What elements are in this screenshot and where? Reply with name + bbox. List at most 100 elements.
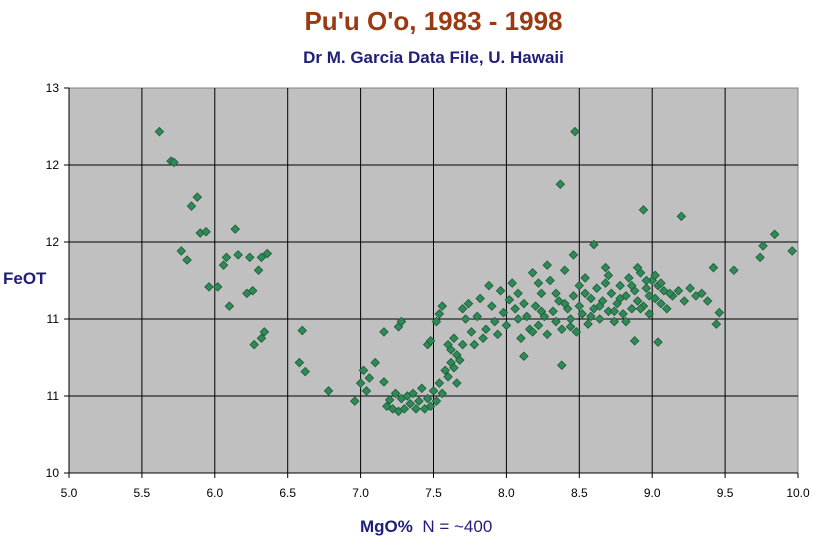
data-point: [542, 260, 552, 270]
data-points: [154, 126, 797, 417]
data-point: [446, 345, 456, 355]
y-tick-label: 12: [46, 158, 60, 172]
data-point: [702, 296, 713, 306]
data-point: [580, 273, 590, 283]
data-point: [262, 248, 273, 259]
data-point: [600, 262, 611, 273]
data-point: [249, 339, 259, 350]
data-point: [224, 301, 235, 311]
data-point: [422, 393, 433, 404]
data-point: [662, 303, 672, 314]
data-point: [454, 355, 465, 365]
data-point: [559, 298, 570, 309]
data-point: [592, 283, 602, 293]
data-point: [656, 298, 666, 309]
data-point: [589, 239, 599, 250]
x-axis-label-main: MgO%: [360, 517, 413, 536]
data-point: [294, 357, 305, 368]
data-point: [600, 278, 611, 288]
data-point: [650, 270, 660, 281]
data-point: [186, 201, 197, 211]
data-point: [370, 357, 380, 368]
data-point: [460, 314, 471, 324]
x-tick-label: 5.0: [61, 486, 78, 500]
data-point: [443, 371, 453, 382]
data-point: [641, 275, 652, 286]
data-point: [629, 336, 640, 346]
data-point: [469, 339, 480, 350]
data-point: [635, 303, 646, 314]
data-point: [182, 255, 192, 265]
data-point: [408, 388, 418, 399]
data-point: [594, 301, 605, 311]
data-point: [609, 306, 620, 317]
data-point: [256, 252, 267, 263]
data-point: [384, 395, 395, 405]
data-point: [379, 377, 389, 387]
data-point: [542, 329, 552, 340]
data-point: [533, 278, 544, 288]
data-point: [247, 286, 258, 296]
data-point: [527, 268, 538, 278]
data-point: [641, 283, 652, 293]
data-point: [487, 301, 497, 311]
data-point: [530, 301, 541, 311]
data-point: [390, 388, 401, 399]
data-point: [574, 280, 585, 291]
data-point: [555, 179, 566, 190]
x-tick-label: 9.0: [644, 486, 661, 500]
data-point: [230, 224, 240, 234]
data-point: [673, 286, 684, 296]
data-point: [510, 303, 520, 314]
data-point: [615, 293, 625, 304]
data-point: [355, 378, 366, 388]
data-point: [551, 288, 561, 299]
data-point: [379, 327, 389, 337]
y-tick-label: 11: [47, 389, 60, 403]
y-tick-label: 10: [46, 466, 60, 480]
data-point: [653, 337, 663, 347]
data-point: [431, 396, 442, 406]
data-point: [440, 365, 450, 376]
data-point: [679, 296, 690, 306]
data-point: [428, 386, 439, 396]
data-point: [507, 278, 517, 288]
data-point: [536, 306, 547, 317]
data-point: [755, 252, 765, 263]
y-axis-label: FeOT: [3, 269, 47, 288]
data-point: [533, 320, 544, 331]
data-point: [457, 339, 468, 350]
data-point: [708, 262, 719, 273]
data-point: [495, 286, 506, 296]
y-tick-label: 11: [47, 312, 60, 326]
data-point: [609, 316, 620, 327]
data-point: [577, 309, 587, 319]
data-point: [513, 314, 523, 324]
y-tick-label: 12: [46, 235, 60, 249]
data-point: [644, 309, 655, 319]
data-point: [632, 262, 643, 273]
data-point: [580, 288, 590, 299]
data-point: [484, 280, 494, 291]
data-point: [481, 324, 491, 335]
data-point: [411, 404, 421, 414]
data-point: [233, 250, 243, 260]
x-tick-label: 7.5: [425, 486, 442, 500]
data-point: [522, 311, 532, 322]
data-point: [664, 288, 675, 299]
data-point: [557, 324, 567, 335]
data-point: [632, 296, 643, 306]
x-axis-label-note: N = ~400: [422, 517, 493, 536]
data-point: [218, 260, 229, 270]
data-point: [192, 192, 203, 202]
data-point: [594, 314, 605, 324]
data-point: [498, 307, 509, 318]
data-point: [627, 303, 637, 314]
data-point: [787, 246, 797, 256]
data-point: [449, 363, 459, 373]
data-point: [615, 280, 625, 291]
data-point: [554, 296, 564, 306]
x-tick-label: 5.5: [134, 486, 151, 500]
data-point: [463, 298, 474, 309]
data-point: [466, 327, 477, 337]
